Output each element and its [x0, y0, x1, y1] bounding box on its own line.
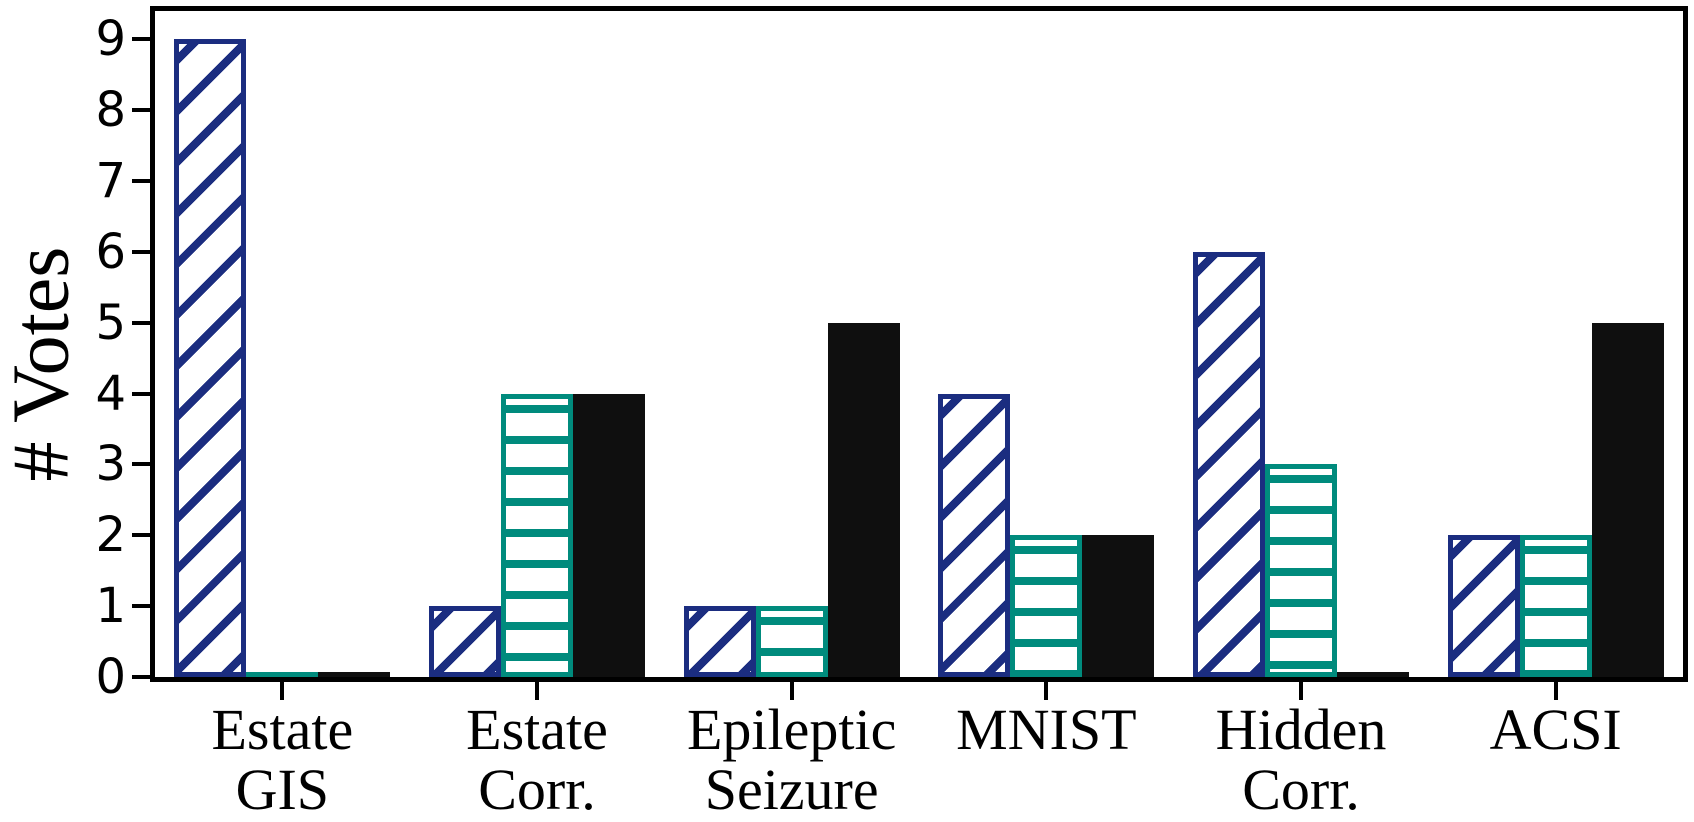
bar-teal-horizontal-hatched-acsi: [1519, 535, 1592, 677]
bar-teal-horizontal-hatched-mnist: [1010, 535, 1083, 677]
y-tick-label: 9: [95, 11, 126, 68]
y-tick: [132, 391, 150, 396]
x-tick-label: Estate Corr.: [367, 697, 707, 822]
bar-teal-horizontal-hatched-epileptic-seizure: [755, 606, 828, 677]
y-tick: [132, 108, 150, 113]
y-tick-label: 6: [95, 223, 126, 280]
x-tick-label: ACSI: [1386, 697, 1694, 762]
x-tick-label-line: Corr.: [1242, 757, 1360, 822]
x-tick: [789, 682, 794, 700]
bar-black-solid-acsi: [1591, 322, 1664, 677]
y-tick-label: 7: [95, 153, 126, 210]
y-tick-label: 1: [95, 578, 126, 635]
x-tick: [535, 682, 539, 700]
x-tick-label: Estate GIS: [112, 697, 452, 822]
y-tick: [132, 462, 150, 467]
bar-black-solid-estate-corr-: [573, 393, 645, 677]
y-tick-label: 3: [95, 436, 126, 493]
x-tick-label-line: Epileptic: [686, 697, 897, 762]
x-tick: [1299, 682, 1303, 700]
bar-teal-horizontal-hatched-estate-gis: [246, 672, 319, 677]
y-tick: [132, 179, 150, 184]
y-tick-label: 8: [95, 82, 126, 139]
bar-blue-diagonal-hatched-estate-corr-: [429, 606, 501, 677]
plot-bars-layer: [155, 11, 1683, 677]
y-tick: [132, 675, 150, 679]
x-tick-label-line: Corr.: [478, 757, 596, 822]
y-tick-label: 5: [95, 294, 126, 351]
x-tick: [1044, 682, 1049, 700]
x-tick-label-line: Estate: [466, 697, 608, 762]
bar-blue-diagonal-hatched-hidden-corr-: [1193, 251, 1265, 677]
bar-blue-diagonal-hatched-estate-gis: [174, 39, 247, 677]
bar-black-solid-epileptic-seizure: [827, 322, 900, 677]
x-tick-label-line: Estate: [211, 697, 354, 762]
y-tick-label: 0: [95, 649, 126, 705]
x-tick: [280, 682, 285, 700]
x-tick-label-line: GIS: [235, 757, 330, 822]
x-tick-label: Hidden Corr.: [1131, 697, 1471, 822]
x-tick: [1553, 682, 1558, 700]
y-tick: [132, 37, 150, 42]
bar-teal-horizontal-hatched-estate-corr-: [501, 393, 573, 677]
x-tick-label: Epileptic Seizure: [622, 697, 962, 822]
plot-area: [150, 6, 1688, 682]
bar-blue-diagonal-hatched-mnist: [938, 393, 1011, 677]
bar-blue-diagonal-hatched-acsi: [1447, 535, 1520, 677]
bar-black-solid-hidden-corr-: [1337, 672, 1409, 677]
x-tick-label-line: Hidden: [1215, 697, 1387, 762]
bar-black-solid-estate-gis: [318, 672, 391, 677]
bar-blue-diagonal-hatched-epileptic-seizure: [683, 606, 756, 677]
y-tick-label: 4: [95, 365, 126, 422]
bar-black-solid-mnist: [1082, 535, 1155, 677]
y-tick: [132, 533, 150, 538]
bar-teal-horizontal-hatched-hidden-corr-: [1265, 464, 1337, 677]
x-tick-label: MNIST: [876, 697, 1216, 762]
x-tick-label-line: Seizure: [704, 757, 879, 822]
x-tick-label-line: MNIST: [956, 697, 1137, 762]
y-tick: [132, 320, 150, 325]
y-tick-label: 2: [95, 507, 126, 564]
y-tick: [132, 604, 150, 609]
x-tick-label-line: ACSI: [1489, 697, 1622, 762]
y-tick: [132, 249, 150, 254]
